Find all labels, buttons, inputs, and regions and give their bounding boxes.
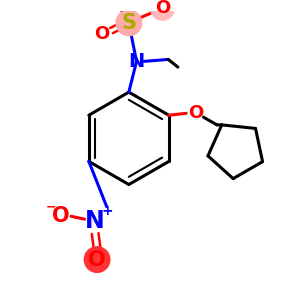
Text: O: O xyxy=(52,206,69,226)
Text: N: N xyxy=(85,209,105,233)
Text: O: O xyxy=(94,26,110,44)
Circle shape xyxy=(116,9,142,36)
Text: O: O xyxy=(155,0,170,17)
Circle shape xyxy=(84,246,110,273)
Circle shape xyxy=(150,0,175,21)
Text: −: − xyxy=(46,200,56,213)
Text: O: O xyxy=(188,104,203,122)
Text: O: O xyxy=(88,250,106,270)
Text: +: + xyxy=(102,203,113,218)
Text: N: N xyxy=(128,52,145,71)
Text: S: S xyxy=(121,13,136,33)
